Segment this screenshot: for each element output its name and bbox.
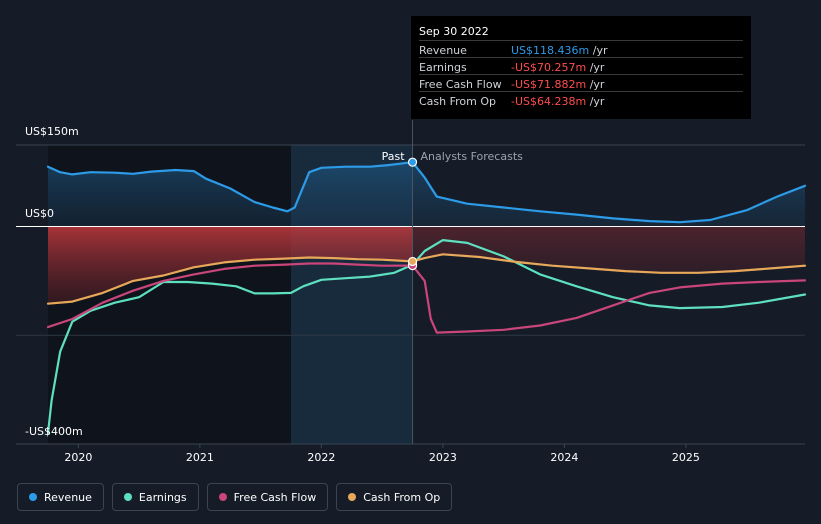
tooltip-unit: /yr: [589, 61, 605, 74]
y-axis-label-bottom: -US$400m: [25, 425, 83, 438]
legend-dot-icon: [29, 493, 37, 501]
tooltip-value: -US$71.882m /yr: [511, 78, 604, 91]
tooltip-label: Cash From Op: [419, 95, 497, 108]
tooltip-value-number: -US$71.882m: [511, 78, 587, 91]
tooltip: Sep 30 2022 Revenue US$118.436m /yr Earn…: [411, 16, 751, 119]
x-tick-label: 2024: [550, 451, 578, 464]
negative-area-forecast: [412, 226, 805, 273]
tooltip-value-number: US$118.436m: [511, 44, 590, 57]
cash-from-op-line: [46, 253, 807, 305]
tooltip-row-revenue: Revenue US$118.436m /yr: [419, 40, 743, 58]
legend-dot-icon: [348, 493, 357, 501]
legend-label: Revenue: [44, 490, 92, 504]
legend-label: Earnings: [138, 490, 187, 504]
legend-item-earnings[interactable]: Earnings: [111, 483, 199, 511]
past-label: Past: [382, 150, 406, 163]
tooltip-value: US$118.436m /yr: [511, 44, 608, 57]
tooltip-value-number: -US$70.257m: [511, 61, 587, 74]
tooltip-unit: /yr: [589, 95, 605, 108]
forecast-label: Analysts Forecasts: [421, 150, 524, 163]
revenue-area: [48, 162, 805, 227]
tooltip-label: Earnings: [419, 61, 467, 74]
tooltip-value: -US$64.238m /yr: [511, 95, 604, 108]
legend-item-free-cash-flow[interactable]: Free Cash Flow: [206, 483, 329, 511]
x-tick-label: 2022: [307, 451, 335, 464]
tooltip-label: Free Cash Flow: [419, 78, 502, 91]
legend-item-revenue[interactable]: Revenue: [17, 483, 104, 511]
legend-dot-icon: [218, 493, 227, 501]
y-axis-label-zero: US$0: [25, 207, 55, 220]
x-tick-label: 2025: [672, 451, 700, 464]
legend: Revenue Earnings Free Cash Flow Cash Fro…: [17, 483, 453, 511]
tooltip-row-earnings: Earnings -US$70.257m /yr: [419, 57, 743, 75]
tooltip-unit: /yr: [589, 78, 605, 91]
x-tick-label: 2020: [64, 451, 92, 464]
legend-dot-icon: [123, 493, 132, 501]
y-axis-label-top: US$150m: [25, 125, 79, 138]
tooltip-label: Revenue: [419, 44, 467, 57]
tooltip-value-number: -US$64.238m: [511, 95, 587, 108]
revenue-marker: [407, 157, 418, 167]
cash-from-op-marker: [407, 256, 418, 267]
x-tick-label: 2021: [186, 451, 214, 464]
legend-label: Free Cash Flow: [233, 490, 317, 504]
revenue-line: [46, 161, 807, 224]
tooltip-value: -US$70.257m /yr: [511, 61, 604, 74]
x-tick-label: 2023: [429, 451, 457, 464]
tooltip-row-free-cash-flow: Free Cash Flow -US$71.882m /yr: [419, 74, 743, 92]
negative-area-past: [48, 226, 413, 304]
tooltip-row-cash-from-op: Cash From Op -US$64.238m /yr: [419, 91, 743, 109]
legend-item-cash-from-op[interactable]: Cash From Op: [336, 483, 453, 511]
tooltip-unit: /yr: [592, 44, 608, 57]
tooltip-date: Sep 30 2022: [419, 25, 489, 38]
earnings-line: [46, 239, 807, 435]
legend-label: Cash From Op: [363, 490, 441, 504]
